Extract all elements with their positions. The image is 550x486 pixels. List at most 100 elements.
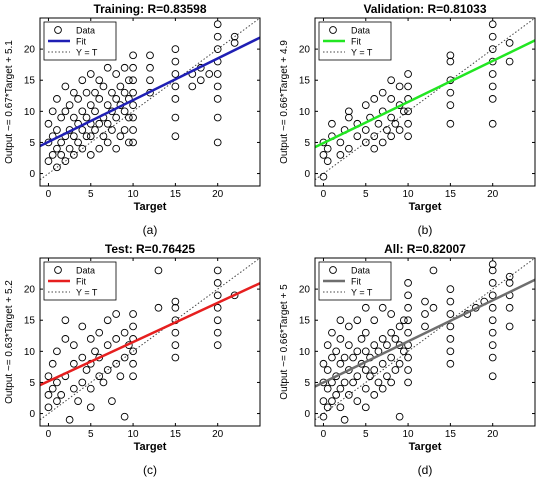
data-point xyxy=(129,310,137,318)
data-point xyxy=(230,32,239,41)
data-point xyxy=(349,378,357,387)
data-point xyxy=(120,353,129,362)
y-tick-label: 5 xyxy=(29,138,35,149)
data-point xyxy=(404,291,412,300)
data-point xyxy=(446,101,455,109)
data-point xyxy=(112,113,121,122)
data-point xyxy=(44,119,53,128)
data-point xyxy=(387,310,396,318)
data-point xyxy=(213,341,222,349)
data-point xyxy=(129,63,137,72)
data-point xyxy=(69,341,78,349)
data-point xyxy=(323,157,332,165)
data-point xyxy=(61,335,70,343)
data-point xyxy=(336,403,345,412)
data-point xyxy=(353,316,362,325)
data-point xyxy=(340,415,349,424)
data-point xyxy=(86,384,95,393)
data-point xyxy=(332,391,341,399)
data-point xyxy=(171,45,180,53)
data-point xyxy=(332,347,341,356)
data-point xyxy=(112,335,121,343)
fit-line xyxy=(315,278,535,388)
legend-marker-data xyxy=(329,26,337,34)
data-point xyxy=(86,70,95,78)
data-point xyxy=(399,107,408,116)
data-point xyxy=(103,341,112,349)
data-point xyxy=(366,372,374,381)
y-tick-label: 0 xyxy=(29,409,35,420)
legend-marker-data xyxy=(329,266,337,274)
data-point xyxy=(446,347,455,356)
x-tick-label: 0 xyxy=(46,429,52,440)
x-tick-label: 10 xyxy=(128,189,140,200)
data-point xyxy=(171,303,180,312)
data-point xyxy=(361,138,370,147)
data-point xyxy=(387,378,396,387)
data-point xyxy=(120,412,129,421)
x-tick-label: 20 xyxy=(212,189,224,200)
data-point xyxy=(383,126,391,134)
data-point xyxy=(65,144,74,153)
data-point xyxy=(319,378,328,387)
fit-line xyxy=(40,36,260,148)
data-point xyxy=(120,107,129,116)
plot-content xyxy=(40,258,260,424)
data-point xyxy=(171,57,180,66)
data-point xyxy=(404,279,412,287)
data-point xyxy=(488,316,497,325)
data-point xyxy=(112,310,121,318)
data-point xyxy=(103,138,112,147)
data-point xyxy=(429,266,438,275)
chart-svg: Training: R=0.83598 0 5 10 15 20 0 5 10 15 20 Targe… xyxy=(4,2,261,237)
chart-svg: Validation: R=0.81033 0 5 10 15 20 0 5 10 15 20 Tar… xyxy=(279,2,536,237)
data-point xyxy=(99,82,108,91)
x-axis-label: Target xyxy=(134,201,167,213)
data-point xyxy=(488,353,497,362)
data-point xyxy=(78,126,87,134)
y-axis-label: Output ~= 0.66*Target + 4.9 xyxy=(279,40,290,164)
data-point xyxy=(446,359,455,368)
data-point xyxy=(344,341,353,349)
chart-svg: Test: R=0.76425 0 5 10 15 20 0 5 10 15 20 Target Out… xyxy=(4,242,261,477)
data-point xyxy=(65,415,74,424)
data-point xyxy=(404,82,412,91)
y-tick-label: 20 xyxy=(24,285,36,296)
data-point xyxy=(86,101,95,109)
data-point xyxy=(53,163,61,172)
data-point xyxy=(488,279,497,287)
x-tick-label: 10 xyxy=(403,189,415,200)
data-point xyxy=(146,76,154,85)
data-point xyxy=(391,119,400,128)
data-point xyxy=(129,372,137,381)
data-point xyxy=(213,291,222,300)
data-point xyxy=(399,347,408,356)
data-point xyxy=(353,347,362,356)
data-point xyxy=(404,132,412,141)
data-point xyxy=(129,76,137,85)
x-tick-label: 20 xyxy=(212,429,224,440)
data-point xyxy=(404,366,412,374)
data-point xyxy=(146,51,154,60)
legend-label: Data xyxy=(76,26,95,36)
data-point xyxy=(171,328,180,337)
data-point xyxy=(69,113,78,122)
data-point xyxy=(429,303,438,312)
data-point xyxy=(61,157,70,165)
chart-title: Validation: R=0.81033 xyxy=(363,2,486,16)
data-point xyxy=(74,95,82,103)
data-point xyxy=(86,151,95,159)
data-point xyxy=(332,372,341,381)
data-point xyxy=(349,353,357,362)
data-point xyxy=(213,113,222,122)
data-point xyxy=(336,384,345,393)
data-point xyxy=(378,335,387,343)
data-point xyxy=(374,378,383,387)
legend-marker-data xyxy=(54,266,62,274)
data-point xyxy=(361,328,370,337)
data-point xyxy=(95,119,104,128)
data-point xyxy=(44,391,53,399)
plot-frame xyxy=(39,257,261,427)
data-point xyxy=(488,45,497,53)
data-point xyxy=(69,132,78,141)
